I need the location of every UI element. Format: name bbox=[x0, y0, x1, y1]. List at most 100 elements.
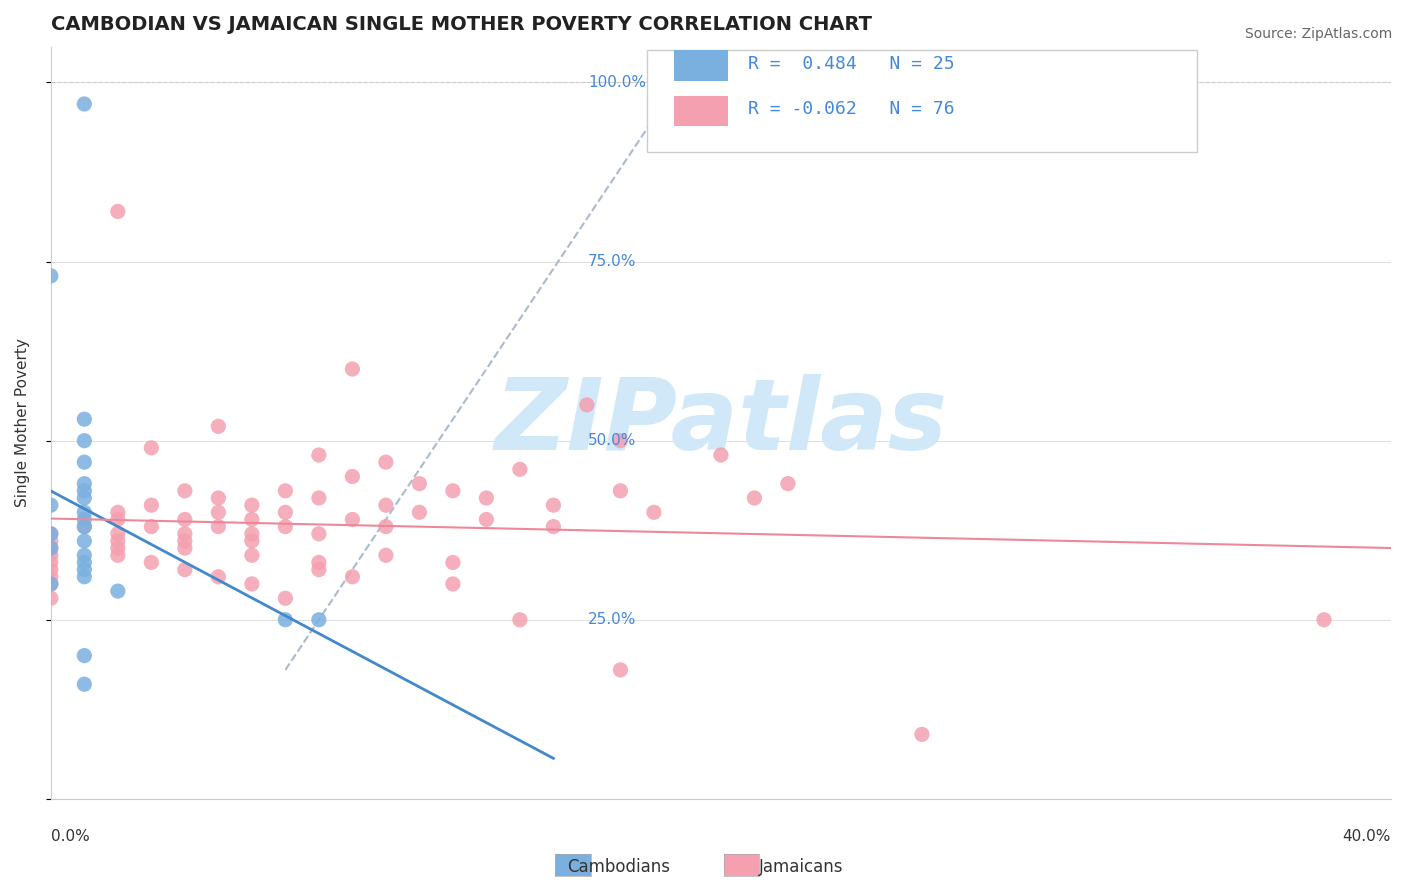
Y-axis label: Single Mother Poverty: Single Mother Poverty bbox=[15, 338, 30, 508]
Point bbox=[308, 613, 330, 627]
Point bbox=[274, 519, 297, 533]
Point bbox=[240, 512, 263, 526]
Point bbox=[475, 512, 498, 526]
Point bbox=[73, 533, 96, 548]
Point bbox=[107, 505, 129, 519]
Point bbox=[107, 584, 129, 599]
Point bbox=[207, 419, 229, 434]
Text: Cambodians: Cambodians bbox=[567, 858, 671, 876]
Point bbox=[643, 505, 665, 519]
Point bbox=[173, 483, 195, 498]
Text: CAMBODIAN VS JAMAICAN SINGLE MOTHER POVERTY CORRELATION CHART: CAMBODIAN VS JAMAICAN SINGLE MOTHER POVE… bbox=[51, 15, 872, 34]
Point bbox=[39, 556, 62, 570]
Point bbox=[543, 519, 565, 533]
Point bbox=[141, 556, 163, 570]
Text: Jamaicans: Jamaicans bbox=[759, 858, 844, 876]
Point bbox=[408, 476, 430, 491]
FancyBboxPatch shape bbox=[673, 95, 728, 126]
Point bbox=[274, 505, 297, 519]
Point bbox=[73, 97, 96, 112]
Point bbox=[240, 549, 263, 563]
Point bbox=[39, 541, 62, 555]
Point bbox=[39, 591, 62, 606]
Point bbox=[374, 498, 396, 512]
Point bbox=[408, 505, 430, 519]
Point bbox=[73, 505, 96, 519]
Point bbox=[173, 563, 195, 577]
Point bbox=[441, 483, 464, 498]
Point bbox=[39, 268, 62, 283]
Point bbox=[911, 727, 934, 741]
Text: 0.0%: 0.0% bbox=[51, 829, 90, 844]
Point bbox=[73, 412, 96, 426]
Point bbox=[207, 491, 229, 505]
Point bbox=[39, 563, 62, 577]
Point bbox=[575, 398, 598, 412]
Point bbox=[39, 577, 62, 591]
Point bbox=[308, 448, 330, 462]
Point bbox=[73, 556, 96, 570]
Point bbox=[173, 512, 195, 526]
Text: ZIPatlas: ZIPatlas bbox=[495, 375, 948, 471]
Point bbox=[240, 577, 263, 591]
Point bbox=[475, 491, 498, 505]
Point bbox=[374, 549, 396, 563]
Point bbox=[39, 526, 62, 541]
Text: 50.0%: 50.0% bbox=[588, 434, 637, 448]
Text: R =  0.484   N = 25: R = 0.484 N = 25 bbox=[748, 55, 955, 73]
Point bbox=[342, 362, 364, 376]
Point bbox=[240, 526, 263, 541]
Point bbox=[141, 519, 163, 533]
Point bbox=[308, 563, 330, 577]
Point bbox=[107, 204, 129, 219]
Text: R = -0.062   N = 76: R = -0.062 N = 76 bbox=[748, 100, 955, 118]
Point bbox=[509, 462, 531, 476]
Point bbox=[73, 677, 96, 691]
Text: 25.0%: 25.0% bbox=[588, 612, 637, 627]
Point bbox=[441, 556, 464, 570]
Point bbox=[342, 512, 364, 526]
Point bbox=[274, 591, 297, 606]
Point bbox=[39, 549, 62, 563]
Point bbox=[173, 533, 195, 548]
Point bbox=[73, 563, 96, 577]
Point bbox=[107, 541, 129, 555]
Point bbox=[509, 613, 531, 627]
Point bbox=[73, 434, 96, 448]
Point bbox=[73, 648, 96, 663]
Point bbox=[240, 498, 263, 512]
Point bbox=[173, 541, 195, 555]
Point bbox=[744, 491, 766, 505]
Text: 75.0%: 75.0% bbox=[588, 254, 637, 269]
Point bbox=[73, 549, 96, 563]
Text: 100.0%: 100.0% bbox=[588, 75, 647, 90]
Point bbox=[609, 434, 631, 448]
Point bbox=[141, 441, 163, 455]
Point bbox=[308, 491, 330, 505]
Text: Source: ZipAtlas.com: Source: ZipAtlas.com bbox=[1244, 27, 1392, 41]
Point bbox=[274, 483, 297, 498]
Point bbox=[39, 533, 62, 548]
Point bbox=[776, 476, 799, 491]
Point bbox=[441, 577, 464, 591]
Point bbox=[308, 526, 330, 541]
Point bbox=[39, 541, 62, 555]
Point bbox=[73, 483, 96, 498]
Point bbox=[710, 448, 733, 462]
Point bbox=[39, 570, 62, 584]
Point bbox=[39, 526, 62, 541]
Point bbox=[73, 455, 96, 469]
Point bbox=[207, 519, 229, 533]
Point bbox=[39, 577, 62, 591]
FancyBboxPatch shape bbox=[673, 51, 728, 80]
Point bbox=[609, 483, 631, 498]
Point bbox=[73, 491, 96, 505]
Point bbox=[342, 469, 364, 483]
Point bbox=[207, 505, 229, 519]
Point bbox=[1313, 613, 1336, 627]
Point bbox=[73, 476, 96, 491]
Point bbox=[107, 533, 129, 548]
Point bbox=[141, 498, 163, 512]
Point bbox=[73, 570, 96, 584]
Point bbox=[107, 549, 129, 563]
